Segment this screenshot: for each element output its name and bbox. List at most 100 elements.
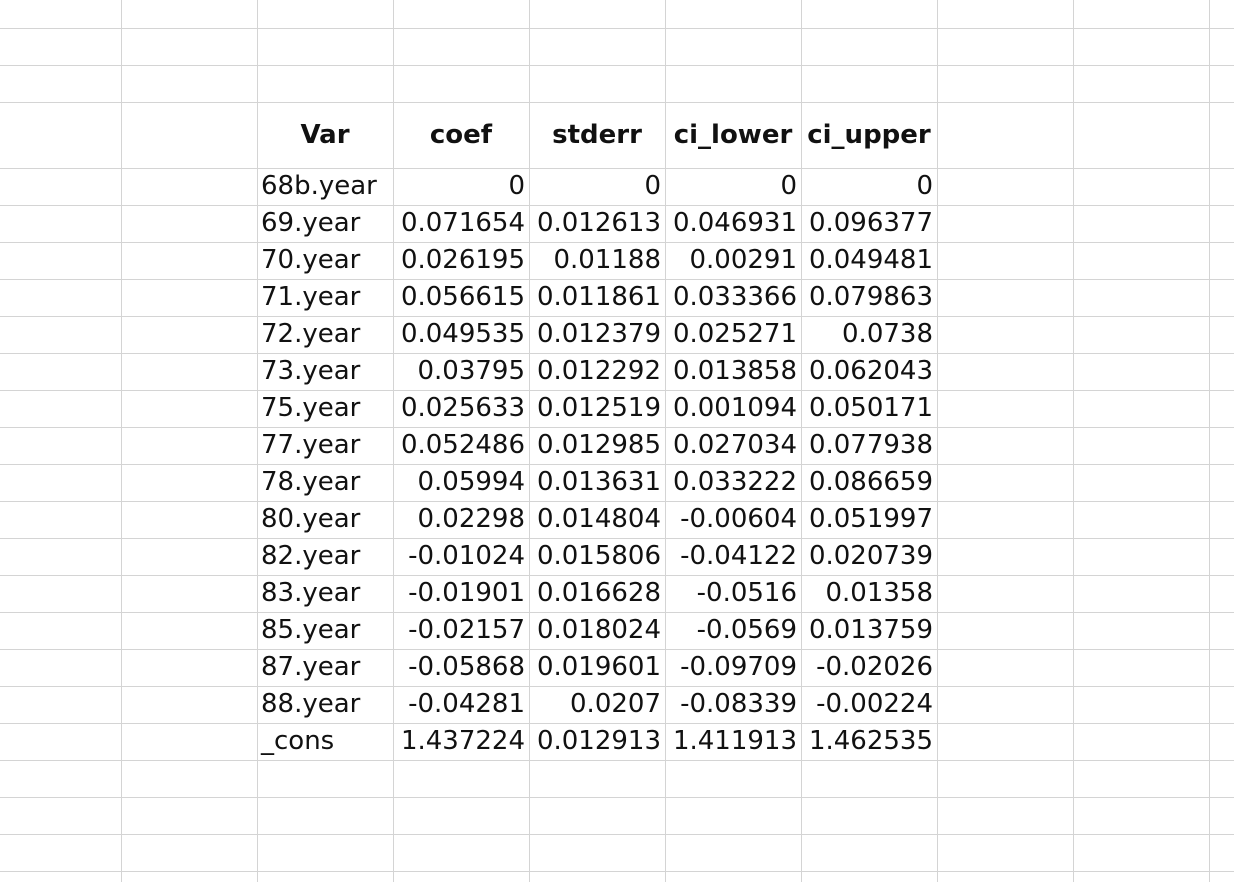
value-cell[interactable]: 0.01188: [553, 245, 661, 275]
value-cell[interactable]: 0.049535: [400, 319, 525, 349]
value-cell[interactable]: -0.02026: [816, 652, 933, 682]
value-cell[interactable]: 0.012913: [536, 726, 661, 756]
grid-row-line: [0, 464, 1234, 465]
value-cell[interactable]: 0.086659: [808, 467, 933, 497]
row-label-cell[interactable]: 77.year: [261, 430, 361, 460]
grid-row-line: [0, 612, 1234, 613]
value-cell[interactable]: 0.012985: [536, 430, 661, 460]
value-cell[interactable]: 0.079863: [808, 282, 933, 312]
value-cell[interactable]: -0.01024: [408, 541, 525, 571]
value-cell[interactable]: -0.00604: [680, 504, 797, 534]
value-cell[interactable]: -0.04122: [680, 541, 797, 571]
row-label-cell[interactable]: 69.year: [261, 208, 361, 238]
value-cell[interactable]: 0.014804: [536, 504, 661, 534]
grid-row-line: [0, 501, 1234, 502]
value-cell[interactable]: -0.02157: [408, 615, 525, 645]
row-label-cell[interactable]: 85.year: [261, 615, 361, 645]
value-cell[interactable]: 0.051997: [808, 504, 933, 534]
value-cell[interactable]: 0.071654: [400, 208, 525, 238]
header-var[interactable]: Var: [300, 120, 350, 150]
value-cell[interactable]: -0.04281: [408, 689, 525, 719]
value-cell[interactable]: 0: [508, 171, 525, 201]
row-label-cell[interactable]: 68b.year: [261, 171, 377, 201]
value-cell[interactable]: 0.033366: [672, 282, 797, 312]
value-cell[interactable]: 0.050171: [808, 393, 933, 423]
value-cell[interactable]: 0.026195: [400, 245, 525, 275]
row-label-cell[interactable]: _cons: [261, 726, 335, 756]
value-cell[interactable]: 0: [916, 171, 933, 201]
value-cell[interactable]: 0.077938: [808, 430, 933, 460]
value-cell[interactable]: 0.011861: [536, 282, 661, 312]
value-cell[interactable]: 0.03795: [417, 356, 525, 386]
value-cell[interactable]: 0.05994: [417, 467, 525, 497]
value-cell[interactable]: 0.013759: [808, 615, 933, 645]
value-cell[interactable]: 0.018024: [536, 615, 661, 645]
value-cell[interactable]: 0.013631: [536, 467, 661, 497]
row-label-cell[interactable]: 70.year: [261, 245, 361, 275]
value-cell[interactable]: 1.462535: [808, 726, 933, 756]
row-label-cell[interactable]: 72.year: [261, 319, 361, 349]
value-cell[interactable]: -0.01901: [408, 578, 525, 608]
value-cell[interactable]: 0.025271: [672, 319, 797, 349]
value-cell[interactable]: 0.025633: [400, 393, 525, 423]
row-label-cell[interactable]: 88.year: [261, 689, 361, 719]
value-cell[interactable]: 0.015806: [536, 541, 661, 571]
value-cell[interactable]: 0.056615: [400, 282, 525, 312]
value-cell[interactable]: 0.016628: [536, 578, 661, 608]
value-cell[interactable]: 0.052486: [400, 430, 525, 460]
value-cell[interactable]: 0.046931: [672, 208, 797, 238]
value-cell[interactable]: 0.012613: [536, 208, 661, 238]
row-label-cell[interactable]: 82.year: [261, 541, 361, 571]
value-cell[interactable]: -0.00224: [816, 689, 933, 719]
value-cell[interactable]: 1.437224: [400, 726, 525, 756]
value-cell[interactable]: 0.00291: [689, 245, 797, 275]
row-label-cell[interactable]: 73.year: [261, 356, 361, 386]
value-cell[interactable]: 0.027034: [672, 430, 797, 460]
value-cell[interactable]: -0.0516: [696, 578, 797, 608]
value-cell[interactable]: 0.012379: [536, 319, 661, 349]
header-ci-lower[interactable]: ci_lower: [673, 120, 793, 150]
header-ci-upper[interactable]: ci_upper: [807, 120, 931, 150]
grid-column-line: [121, 0, 122, 882]
value-cell[interactable]: 0.012292: [536, 356, 661, 386]
value-cell[interactable]: -0.09709: [680, 652, 797, 682]
row-label-cell[interactable]: 83.year: [261, 578, 361, 608]
value-cell[interactable]: 0.049481: [808, 245, 933, 275]
value-cell[interactable]: 0.01358: [825, 578, 933, 608]
value-cell[interactable]: 0: [644, 171, 661, 201]
value-cell[interactable]: 0.062043: [808, 356, 933, 386]
row-label-cell[interactable]: 87.year: [261, 652, 361, 682]
value-cell[interactable]: -0.05868: [408, 652, 525, 682]
value-cell[interactable]: 0.096377: [808, 208, 933, 238]
value-cell[interactable]: 0.0738: [842, 319, 933, 349]
grid-row-line: [0, 102, 1234, 103]
value-cell[interactable]: -0.08339: [680, 689, 797, 719]
value-cell[interactable]: 0.020739: [808, 541, 933, 571]
value-cell[interactable]: 0.033222: [672, 467, 797, 497]
grid-row-line: [0, 538, 1234, 539]
value-cell[interactable]: 0.012519: [536, 393, 661, 423]
value-cell[interactable]: 0.0207: [570, 689, 661, 719]
grid-column-line: [393, 0, 394, 882]
value-cell[interactable]: 0.019601: [536, 652, 661, 682]
value-cell[interactable]: 0.001094: [672, 393, 797, 423]
grid-column-line: [937, 0, 938, 882]
row-label-cell[interactable]: 78.year: [261, 467, 361, 497]
header-coef[interactable]: coef: [429, 120, 493, 150]
row-label-cell[interactable]: 71.year: [261, 282, 361, 312]
grid-row-line: [0, 575, 1234, 576]
value-cell[interactable]: 0.013858: [672, 356, 797, 386]
header-stderr[interactable]: stderr: [552, 120, 642, 150]
value-cell[interactable]: 1.411913: [672, 726, 797, 756]
grid-column-line: [529, 0, 530, 882]
grid-row-line: [0, 65, 1234, 66]
row-label-cell[interactable]: 80.year: [261, 504, 361, 534]
grid-row-line: [0, 279, 1234, 280]
value-cell[interactable]: 0.02298: [417, 504, 525, 534]
grid-row-line: [0, 28, 1234, 29]
grid-column-line: [665, 0, 666, 882]
row-label-cell[interactable]: 75.year: [261, 393, 361, 423]
value-cell[interactable]: 0: [780, 171, 797, 201]
value-cell[interactable]: -0.0569: [696, 615, 797, 645]
